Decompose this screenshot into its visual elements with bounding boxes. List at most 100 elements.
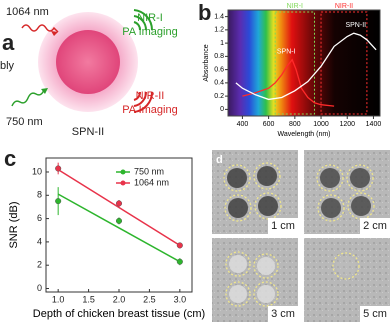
sample-signal [229,285,247,303]
spectrum-line [235,32,377,101]
sample-signal [258,196,278,216]
y-tick-label: 1.4 [214,13,224,20]
x-axis-label: Depth of chicken breast tissue (cm) [33,308,205,320]
wave-arrow [21,24,59,33]
y-tick-label: 1 [220,40,224,47]
y-tick-label: 0.4 [214,80,224,87]
y-tick-label: 0 [37,283,42,293]
panel-d: 1 cm 2 cm 3 cm 5 cm [212,150,390,322]
depth-label: 2 cm [363,220,387,232]
x-tick-label: 800 [289,121,301,128]
sample-outline [316,164,344,192]
y-tick-label: 8 [37,190,42,200]
sample-outline [223,164,251,192]
sample-signal [336,256,356,276]
x-tick-label: 1400 [366,121,382,128]
panel-letter: a [2,30,15,55]
sample-signal [257,285,275,303]
input-label: 750 nm [6,116,43,128]
x-tick-label: 400 [237,121,249,128]
y-tick-label: 2 [37,260,42,270]
sample-signal [228,198,248,218]
panel-a [11,9,154,113]
data-point [55,198,62,205]
depth-label: 1 cm [271,220,295,232]
sample-outline [253,281,279,307]
sample-outline [253,162,281,190]
region-label: NIR-I [287,3,303,10]
series-label: SPN-I [277,49,296,56]
label-box [360,306,390,322]
region-box [274,11,315,115]
data-point [176,258,183,265]
series-label: SPN-II [345,22,366,29]
data-point [115,217,123,224]
y-tick-label: 0 [220,106,224,113]
sample-signal [350,168,370,188]
arrowhead [51,31,58,36]
y-tick-label: 0.8 [214,53,224,60]
plot-frame [45,157,193,293]
y-tick-label: 0.2 [214,93,224,100]
wave-arrow [11,89,45,107]
data-point [55,165,62,172]
panel-letter: b [198,0,211,25]
spectrum-line [242,58,335,107]
sample-signal [321,198,341,218]
x-tick-label: 1000 [313,121,329,128]
sample-signal [351,196,371,216]
y-tick-label: 4 [37,236,42,246]
y-axis-label: SNR (dB) [8,201,20,248]
input-label: 1064 nm [6,6,49,18]
label-box [360,218,390,234]
panel-letter: d [216,154,223,166]
legend-marker [120,180,126,186]
output-label: PA Imaging [122,26,177,38]
x-tick-label: 2.5 [143,294,156,304]
arrowhead [41,88,48,94]
sample-outline [332,252,360,280]
sample-outline [224,194,252,222]
region-box [320,11,368,115]
emission-waves [133,91,154,113]
output-label: PA Imaging [122,104,177,116]
x-tick-label: 600 [263,121,275,128]
sample-outline [225,251,251,277]
sample-outline [253,253,279,279]
depth-label: 5 cm [363,308,387,320]
cut-text: bly [0,60,15,72]
sample-signal [257,257,275,275]
legend-label: 750 nm [134,166,164,176]
legend-label: 1064 nm [134,177,169,187]
label-box [268,306,298,322]
x-tick-label: 1.5 [82,294,95,304]
particle-core [56,30,120,94]
sample-signal [227,168,247,188]
x-tick-label: 1200 [339,121,355,128]
fit-line [57,169,181,247]
x-tick-label: 1.0 [52,294,65,304]
data-point [115,200,123,207]
sample-outline [225,281,251,307]
sample-outline [346,164,374,192]
sample-signal [320,168,340,188]
depth-label: 3 cm [271,308,295,320]
sample-outline [317,194,345,222]
sample-signal [257,166,277,186]
y-tick-label: 1.2 [214,27,224,34]
x-axis-label: Wavelength (nm) [277,131,330,138]
data-point [176,242,183,249]
output-label: NIR-I [137,12,163,24]
y-axis-label: Absorbance [203,44,210,81]
y-tick-label: 10 [32,166,42,176]
particle-label: SPN-II [72,126,104,138]
plot-background [227,9,381,117]
panel-letter: c [4,146,16,171]
x-tick-label: 3.0 [174,294,187,304]
emission-waves [133,9,154,31]
y-tick-label: 0.6 [214,66,224,73]
output-label: NIR-II [136,90,165,102]
sample-signal [229,255,247,273]
legend-marker [120,169,126,175]
